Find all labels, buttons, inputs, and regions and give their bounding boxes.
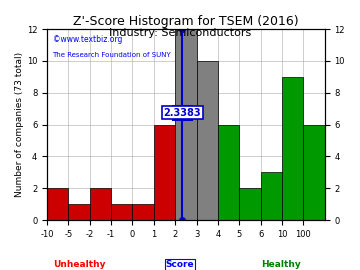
Text: Unhealthy: Unhealthy — [53, 260, 105, 269]
Text: 2.3383: 2.3383 — [164, 108, 201, 118]
Bar — [197, 61, 218, 220]
Bar — [47, 188, 68, 220]
Text: Healthy: Healthy — [261, 260, 301, 269]
Text: Score: Score — [166, 260, 194, 269]
Bar — [239, 188, 261, 220]
Text: Industry: Semiconductors: Industry: Semiconductors — [109, 28, 251, 38]
Bar — [90, 188, 111, 220]
Y-axis label: Number of companies (73 total): Number of companies (73 total) — [15, 52, 24, 197]
Bar — [154, 125, 175, 220]
Bar — [68, 204, 90, 220]
Bar — [218, 125, 239, 220]
Bar — [303, 125, 325, 220]
Title: Z'-Score Histogram for TSEM (2016): Z'-Score Histogram for TSEM (2016) — [73, 15, 299, 28]
Bar — [111, 204, 132, 220]
Bar — [175, 29, 197, 220]
Text: The Research Foundation of SUNY: The Research Foundation of SUNY — [53, 52, 171, 58]
Bar — [282, 77, 303, 220]
Bar — [132, 204, 154, 220]
Bar — [261, 172, 282, 220]
Text: ©www.textbiz.org: ©www.textbiz.org — [53, 35, 122, 44]
